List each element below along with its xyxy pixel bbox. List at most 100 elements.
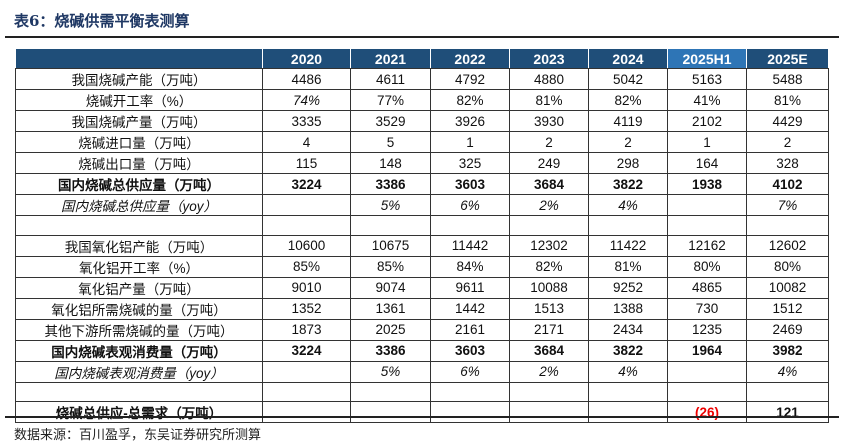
table-cell (262, 360, 351, 383)
column-header: 2023 (509, 48, 589, 69)
column-header: 2024 (588, 48, 668, 69)
row-label (15, 215, 263, 236)
table-cell: 298 (588, 152, 668, 174)
row-label: 氧化铝所需烧碱的量（万吨） (15, 297, 263, 320)
table-row: 国内烧碱表观消费量（万吨） 3224 3386 3603 3684 3822 1964 398… (15, 339, 829, 362)
row-label: 我国烧碱产量（万吨） (15, 110, 263, 132)
table-cell: 1513 (509, 297, 589, 320)
table-cell (588, 401, 668, 424)
table-cell: (26) (667, 401, 747, 424)
table-cell: 2102 (667, 110, 747, 132)
table-cell: 3926 (430, 110, 510, 132)
table-row: 烧碱开工率（%） 74% 77% 82% 81% 82% 41% 81% (15, 89, 829, 111)
row-label: 国内烧碱总供应量（yoy） (15, 194, 263, 216)
row-label: 国内烧碱表观消费量（yoy） (15, 360, 263, 383)
table-cell: 328 (746, 152, 829, 174)
table-cell: 3603 (430, 339, 510, 362)
table-cell: 85% (262, 255, 351, 278)
column-header: 2022 (430, 48, 510, 69)
table-cell (588, 381, 668, 403)
row-label: 我国烧碱产能（万吨） (15, 68, 263, 90)
table-cell: 3529 (350, 110, 431, 132)
table-cell: 12602 (746, 234, 829, 257)
table-cell: 1388 (588, 297, 668, 320)
table-cell: 2 (746, 131, 829, 153)
column-header: 2025H1 (667, 48, 747, 69)
table-cell: 2025 (350, 318, 431, 341)
table-cell: 3386 (350, 173, 431, 195)
table-cell: 4865 (667, 276, 747, 299)
table-cell: 2 (509, 131, 589, 153)
column-header: 2020 (262, 48, 351, 69)
table-cell: 1873 (262, 318, 351, 341)
table-cell: 12162 (667, 234, 747, 257)
table-row (15, 215, 829, 236)
table-cell: 84% (430, 255, 510, 278)
table-cell: 2% (509, 194, 589, 216)
table-row: 氧化铝开工率（%） 85% 85% 84% 82% 81% 80% 80% (15, 255, 829, 278)
row-label: 国内烧碱表观消费量（万吨） (15, 339, 263, 362)
table-cell (509, 401, 589, 424)
table-row: 国内烧碱总供应量（万吨） 3224 3386 3603 3684 3822 1938 4102 (15, 173, 829, 195)
source-note: 数据来源：百川盈孚，东吴证券研究所测算 (14, 428, 262, 443)
row-label: 烧碱总供应-总需求（万吨） (15, 401, 263, 424)
table-cell: 10600 (262, 234, 351, 257)
table-cell: 6% (430, 360, 510, 383)
table-cell: 3930 (509, 110, 589, 132)
table-cell: 2469 (746, 318, 829, 341)
table-cell: 1235 (667, 318, 747, 341)
table-cell: 4880 (509, 68, 589, 90)
table-cell: 3224 (262, 173, 351, 195)
table-cell: 41% (667, 89, 747, 111)
table-cell: 2434 (588, 318, 668, 341)
table-row: 烧碱总供应-总需求（万吨） (26) 121 (15, 401, 829, 424)
table-row: 国内烧碱表观消费量（yoy） 5% 6% 2% 4% 4% (15, 360, 829, 383)
table-cell: 3603 (430, 173, 510, 195)
table-cell: 1 (667, 131, 747, 153)
table-cell (262, 381, 351, 403)
table-cell (746, 381, 829, 403)
table-row: 氧化铝产量（万吨） 9010 9074 9611 10088 9252 4865 10082 (15, 276, 829, 299)
table-cell (667, 381, 747, 403)
table-cell: 4611 (350, 68, 431, 90)
table-cell (262, 215, 351, 236)
table-cell: 4102 (746, 173, 829, 195)
table-cell: 10088 (509, 276, 589, 299)
row-label (15, 381, 263, 403)
table-row: 我国烧碱产量（万吨） 3335 3529 3926 3930 4119 2102 4429 (15, 110, 829, 132)
table-cell (746, 215, 829, 236)
supply-demand-table: 2020 2021 2022 2023 2024 2025H1 2025E 我国烧碱产能（万… (15, 48, 829, 424)
column-header: 2021 (350, 48, 431, 69)
table-cell (350, 381, 431, 403)
table-cell (667, 194, 747, 216)
table-row: 烧碱出口量（万吨） 115 148 325 249 298 164 328 (15, 152, 829, 174)
table-cell: 9074 (350, 276, 431, 299)
row-label: 烧碱出口量（万吨） (15, 152, 263, 174)
table-cell: 9252 (588, 276, 668, 299)
table-cell: 3386 (350, 339, 431, 362)
table-cell: 1938 (667, 173, 747, 195)
header-row: 2020 2021 2022 2023 2024 2025H1 2025E (15, 48, 829, 69)
table-cell: 1964 (667, 339, 747, 362)
table-cell: 1512 (746, 297, 829, 320)
top-rule (5, 36, 839, 38)
table-cell: 2% (509, 360, 589, 383)
table-cell: 11442 (430, 234, 510, 257)
table-cell: 4% (588, 194, 668, 216)
row-label: 国内烧碱总供应量（万吨） (15, 173, 263, 195)
table-cell: 10082 (746, 276, 829, 299)
column-header: 2025E (746, 48, 829, 69)
table-cell: 11422 (588, 234, 668, 257)
table-row: 我国烧碱产能（万吨） 4486 4611 4792 4880 5042 5163 5488 (15, 68, 829, 90)
table-cell: 80% (667, 255, 747, 278)
table-cell: 4792 (430, 68, 510, 90)
table-cell: 5% (350, 194, 431, 216)
table-cell: 5% (350, 360, 431, 383)
table-cell: 164 (667, 152, 747, 174)
table-cell: 730 (667, 297, 747, 320)
table-cell: 4 (262, 131, 351, 153)
row-label: 氧化铝产量（万吨） (15, 276, 263, 299)
table-cell: 74% (262, 89, 351, 111)
table-cell (430, 401, 510, 424)
table-cell: 77% (350, 89, 431, 111)
